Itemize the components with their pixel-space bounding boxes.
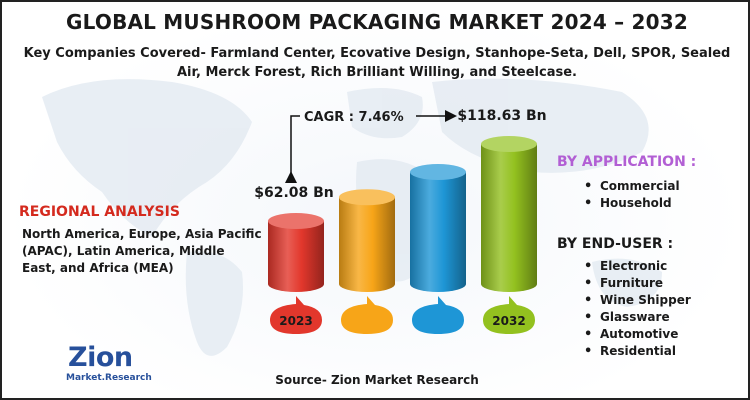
- by-end-user-title: BY END-USER :: [557, 236, 674, 252]
- bar-top-1: [268, 213, 324, 229]
- end-user-list: Electronic Furniture Wine Shipper Glassw…: [584, 258, 691, 360]
- by-application-title: BY APPLICATION :: [557, 154, 697, 170]
- bar-1: [268, 221, 324, 292]
- map-north-america: [42, 79, 252, 237]
- year-label-2023: 2023: [279, 314, 312, 328]
- value-label-2023: $62.08 Bn: [254, 185, 334, 201]
- end-user-item-furniture: Furniture: [584, 275, 691, 292]
- zion-logo: Zion Market.Research: [64, 342, 164, 392]
- logo-subtext: Market.Research: [66, 373, 152, 383]
- year-bubble-2: [341, 296, 393, 334]
- application-item-household: Household: [584, 195, 680, 212]
- bar-4: [481, 144, 537, 292]
- cagr-label: CAGR : 7.46%: [304, 110, 404, 125]
- source-note: Source- Zion Market Research: [275, 373, 479, 387]
- end-user-item-glassware: Glassware: [584, 309, 691, 326]
- application-list: Commercial Household: [584, 178, 680, 212]
- cagr-annotation: CAGR : 7.46%: [285, 110, 457, 183]
- value-labels-group: 2023 2032 $62.08 Bn $118.63 Bn: [254, 108, 547, 334]
- bars-group: [268, 136, 537, 292]
- key-companies-subtitle: Key Companies Covered- Farmland Center, …: [23, 46, 731, 80]
- page-title: GLOBAL MUSHROOM PACKAGING MARKET 2024 – …: [66, 10, 688, 34]
- end-user-item-wine-shipper: Wine Shipper: [584, 292, 691, 309]
- value-label-2032: $118.63 Bn: [457, 108, 546, 124]
- logo-text: Zion: [68, 342, 133, 373]
- year-bubble-3: [412, 296, 464, 334]
- bar-top-4: [481, 136, 537, 152]
- map-europe: [347, 88, 423, 139]
- bar-top-2: [339, 189, 395, 206]
- application-item-commercial: Commercial: [584, 178, 680, 195]
- end-user-item-electronic: Electronic: [584, 258, 691, 275]
- bar-2: [339, 197, 395, 292]
- regional-analysis-title: REGIONAL ANALYSIS: [19, 204, 180, 220]
- map-south-america: [185, 251, 243, 356]
- cagr-arrow-left: [285, 115, 300, 183]
- bar-3: [410, 172, 466, 292]
- regional-analysis-text: North America, Europe, Asia Pacific (APA…: [22, 227, 262, 275]
- year-bubble-4: [483, 296, 535, 334]
- bar-top-3: [410, 164, 466, 180]
- end-user-item-residential: Residential: [584, 343, 691, 360]
- end-user-item-automotive: Automotive: [584, 326, 691, 343]
- year-bubble-1: [270, 296, 322, 334]
- year-label-2032: 2032: [492, 314, 525, 328]
